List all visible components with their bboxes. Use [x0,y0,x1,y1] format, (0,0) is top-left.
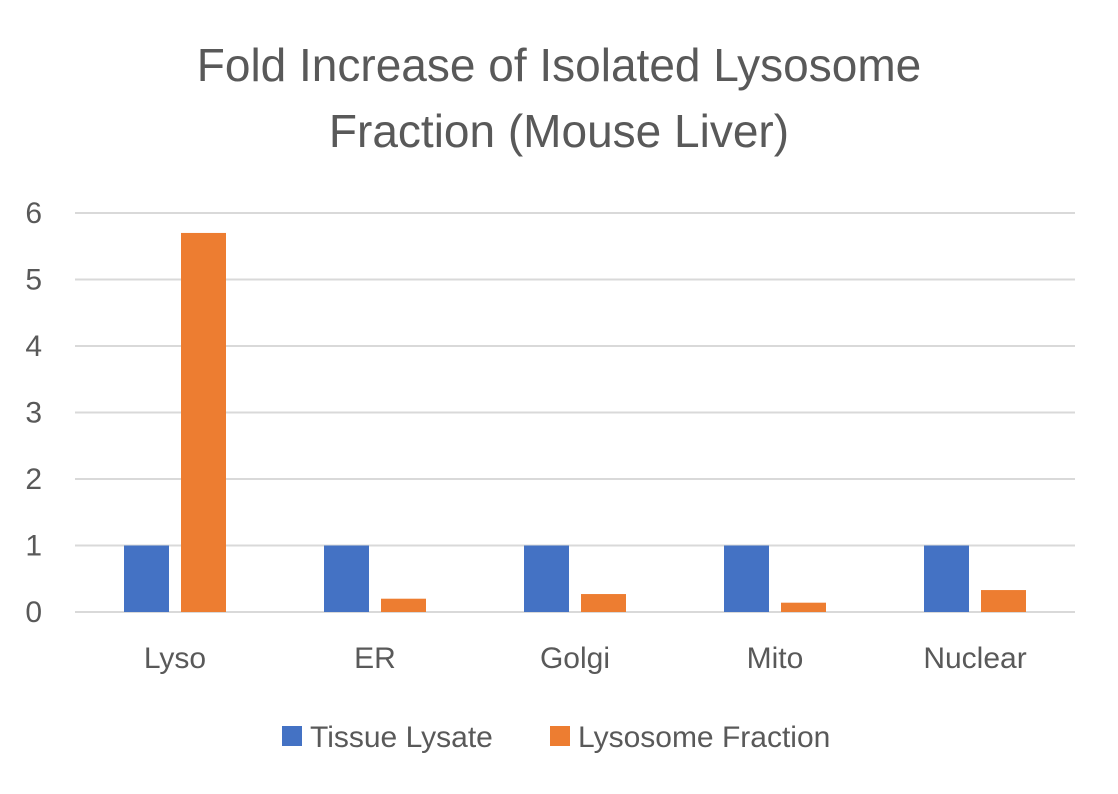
legend-swatch-tissue-lysate [282,726,302,746]
y-tick-label: 4 [25,330,42,363]
bar-lysosome-fraction-lyso [181,232,226,612]
chart-title-line-1: Fold Increase of Isolated Lysosome [196,39,922,91]
x-tick-label: Golgi [540,642,610,675]
bar-lysosome-fraction-mito [781,602,826,612]
y-tick-label: 6 [25,197,42,230]
bar-lysosome-fraction-golgi [581,594,626,612]
y-tick-label: 0 [25,596,42,629]
y-tick-label: 5 [25,264,42,297]
bar-tissue-lysate-mito [724,545,769,612]
chart-title: Fold Increase of Isolated Lysosome Fract… [0,32,1118,164]
y-tick-label: 2 [25,463,42,496]
chart-title-line-2: Fraction (Mouse Liver) [328,105,790,157]
x-tick-label: Mito [747,642,804,675]
y-tick-label: 1 [25,530,42,563]
x-tick-label: ER [354,642,396,675]
x-tick-label: Lyso [144,642,206,675]
bar-tissue-lysate-er [324,545,369,612]
y-tick-label: 3 [25,397,42,430]
bar-tissue-lysate-golgi [524,545,569,612]
x-tick-label: Nuclear [923,642,1026,675]
legend-label: Lysosome Fraction [578,721,830,754]
bar-lysosome-fraction-er [381,598,426,612]
bar-lysosome-fraction-nuclear [981,590,1026,612]
bar-tissue-lysate-nuclear [924,545,969,612]
bar-tissue-lysate-lyso [124,545,169,612]
legend-swatch-lysosome-fraction [550,726,570,746]
legend-label: Tissue Lysate [310,721,493,754]
